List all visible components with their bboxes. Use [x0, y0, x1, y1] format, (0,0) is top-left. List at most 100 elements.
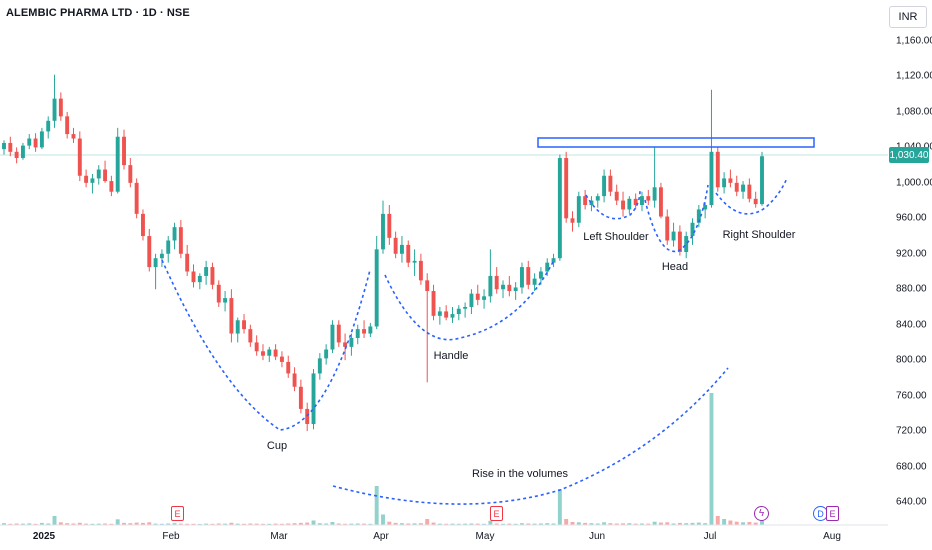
volume-bar — [747, 522, 752, 525]
volume-bar — [235, 523, 240, 525]
candle-body — [71, 134, 76, 139]
volume-bar — [595, 523, 600, 525]
candle-body — [722, 178, 727, 188]
candle-body — [570, 218, 575, 223]
volume-bar — [33, 523, 38, 525]
volume-bar — [336, 523, 341, 525]
candle-body — [84, 175, 89, 183]
volume-bar — [46, 523, 51, 525]
candle-body — [463, 306, 468, 309]
volume-bar — [507, 523, 512, 525]
candle-body — [8, 142, 13, 152]
earnings-event-icon[interactable]: E — [171, 506, 184, 521]
volume-bar — [178, 523, 183, 525]
volume-bar — [690, 522, 695, 525]
head-curve — [644, 184, 709, 253]
x-tick-label: Feb — [162, 531, 180, 542]
volume-bar — [204, 523, 209, 525]
volume-bar — [14, 523, 19, 525]
candle-body — [595, 196, 600, 201]
candle-body — [406, 244, 411, 263]
candle-body — [684, 236, 689, 252]
chart-title: ALEMBIC PHARMA LTD · 1D · NSE — [6, 7, 190, 19]
volume-bar — [696, 522, 701, 525]
y-tick-label: 760.00 — [896, 390, 927, 402]
volume-bar — [482, 523, 487, 525]
volume-bar — [223, 523, 228, 525]
volume-bar — [216, 523, 221, 525]
candle-body — [298, 386, 303, 409]
candle-body — [39, 131, 44, 148]
split-event-icon[interactable]: ϟ — [754, 506, 769, 521]
candle-body — [330, 324, 335, 350]
candle-body — [229, 298, 234, 334]
earnings-event-icon[interactable]: E — [490, 506, 503, 521]
candle-body — [608, 175, 613, 192]
candle-body — [267, 349, 272, 356]
volume-bar — [141, 522, 145, 525]
candle-body — [494, 275, 499, 290]
volume-bar — [621, 523, 625, 525]
candle-body — [355, 329, 360, 338]
earnings-event-icon[interactable]: E — [826, 506, 839, 521]
candle-body — [349, 337, 354, 347]
candle-body — [141, 213, 145, 237]
candle-body — [343, 342, 348, 347]
volume-bar — [185, 523, 190, 525]
volume-bar — [122, 522, 126, 525]
candle-body — [741, 184, 746, 192]
volume-bar — [494, 523, 499, 525]
volume-bar — [741, 522, 746, 525]
candle-body — [652, 187, 657, 201]
volume-bar — [153, 523, 158, 525]
volume-bar — [292, 523, 297, 525]
volume-bar — [703, 523, 708, 525]
resistance-zone-box — [537, 137, 815, 148]
volume-bar — [147, 522, 152, 525]
candle-body — [564, 158, 569, 219]
volume-bar — [646, 523, 651, 525]
volume-bar — [576, 522, 581, 525]
candle-body — [65, 116, 70, 135]
volume-bar — [20, 523, 25, 525]
candle-body — [147, 236, 152, 268]
volume-bar — [229, 522, 234, 525]
volume-bar — [210, 523, 215, 525]
candle-body — [248, 329, 253, 343]
handle-curve — [384, 261, 554, 341]
y-tick-label: 1,080.00 — [896, 106, 932, 118]
volume-bar — [412, 523, 417, 525]
candle-body — [747, 184, 752, 199]
candle-body — [14, 151, 19, 159]
candle-body — [538, 271, 543, 279]
volume-bar — [242, 523, 246, 525]
candle-body — [696, 209, 701, 223]
candle-body — [52, 98, 57, 121]
volume-bar — [583, 522, 588, 525]
volume-bar — [463, 523, 468, 525]
candle-body — [583, 196, 588, 206]
candle-body — [715, 151, 720, 188]
currency-selector[interactable]: INR — [889, 6, 927, 28]
candle-body — [242, 320, 246, 330]
candle-body — [387, 213, 392, 238]
candle-body — [450, 314, 455, 318]
x-tick-label: Aug — [823, 531, 841, 542]
candle-body — [551, 258, 556, 263]
volume-bar — [753, 522, 758, 525]
volume-bar — [27, 523, 32, 525]
candle-body — [122, 136, 126, 166]
candle-body — [336, 324, 341, 343]
candle-body — [545, 262, 550, 272]
candle-body — [292, 373, 297, 387]
candle-body — [134, 182, 139, 214]
volume-bar — [172, 523, 177, 525]
candle-body — [633, 198, 638, 206]
candle-body — [475, 293, 480, 300]
left-shoulder-curve — [585, 189, 641, 220]
volume-bar — [298, 522, 303, 525]
volume-bar — [197, 523, 202, 525]
volume-trend-curve — [332, 367, 729, 505]
candlestick-series — [2, 74, 764, 432]
